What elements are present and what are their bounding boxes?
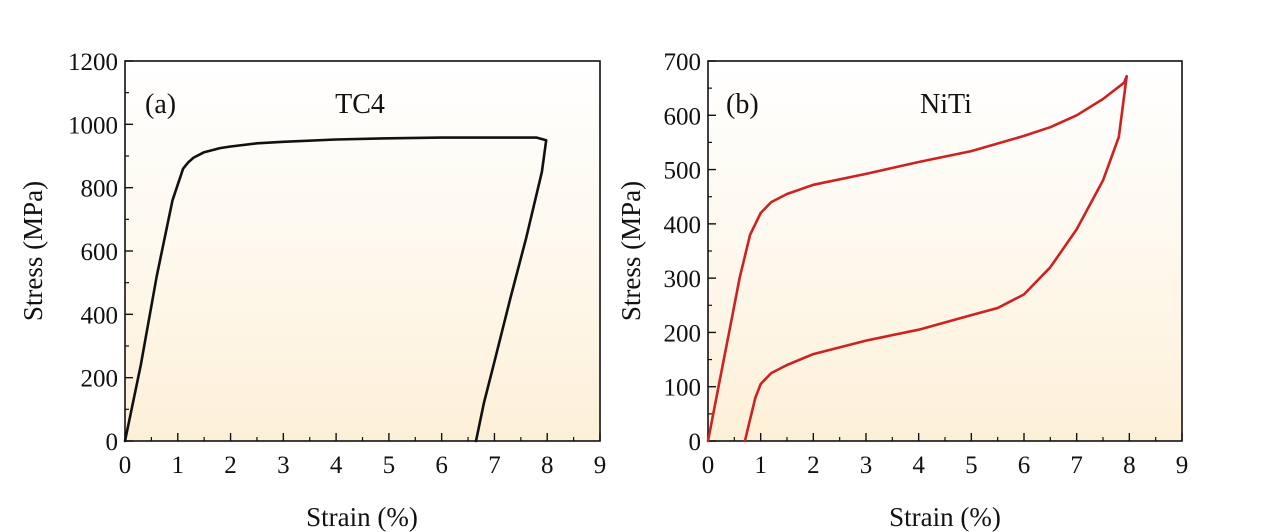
y-tick-label: 600 — [664, 103, 702, 130]
chart-title-b: NiTi — [920, 89, 972, 120]
y-tick-label: 200 — [81, 366, 119, 393]
series-group-a — [123, 136, 548, 443]
plot-area-a — [124, 60, 601, 442]
y-axis-b: 0 100 200 300 400 500 600 700 — [664, 49, 716, 456]
x-tick-label: 5 — [965, 452, 978, 479]
x-tick-label: 1 — [754, 452, 767, 479]
x-tick-label: 6 — [435, 452, 448, 479]
y-tick-label: 300 — [664, 266, 702, 293]
panel-label-a: (a) — [145, 89, 176, 120]
y-tick-label: 800 — [81, 176, 119, 203]
x-tick-label: 8 — [1123, 452, 1136, 479]
x-tick-label: 0 — [702, 452, 715, 479]
y-tick-label: 0 — [689, 429, 702, 456]
chart-panel-a: 0 200 400 600 800 1000 1200 0 1 2 3 4 5 6 7 8 9 (a) TC4… — [18, 49, 606, 532]
x-tick-label: 9 — [594, 452, 607, 479]
y-axis-title-b: Stress (MPa) — [616, 181, 646, 321]
y-axis-a: 0 200 400 600 800 1000 1200 — [68, 49, 133, 456]
y-tick-label: 100 — [664, 375, 702, 402]
y-axis-title-a: Stress (MPa) — [18, 181, 48, 321]
x-tick-label: 3 — [277, 452, 290, 479]
y-tick-label: 1200 — [68, 49, 118, 76]
x-tick-label: 2 — [807, 452, 820, 479]
x-axis-b: 0 1 2 3 4 5 6 7 8 9 — [702, 433, 1189, 479]
chart-panel-b: 0 100 200 300 400 500 600 700 0 1 2 3 4 5 6 7 8 9 (b) Ni… — [616, 49, 1188, 532]
x-tick-label: 7 — [488, 452, 501, 479]
x-tick-label: 3 — [860, 452, 873, 479]
x-tick-label: 8 — [541, 452, 554, 479]
x-tick-label: 9 — [1176, 452, 1189, 479]
x-tick-label: 6 — [1018, 452, 1031, 479]
x-axis-a: 0 1 2 3 4 5 6 7 8 9 — [119, 433, 607, 479]
x-axis-title-b: Strain (%) — [889, 502, 1001, 532]
series-group-b — [706, 74, 1128, 443]
y-tick-label: 700 — [664, 49, 702, 76]
y-tick-label: 500 — [664, 158, 702, 185]
panel-label-b: (b) — [726, 89, 759, 120]
y-tick-label: 0 — [106, 429, 119, 456]
y-tick-label: 400 — [664, 212, 702, 239]
x-axis-title-a: Strain (%) — [306, 502, 418, 532]
series-line — [706, 74, 1128, 443]
plot-area-b — [707, 60, 1183, 442]
x-tick-label: 4 — [330, 452, 343, 479]
x-tick-label: 4 — [912, 452, 925, 479]
y-tick-label: 400 — [81, 302, 119, 329]
x-tick-label: 0 — [119, 452, 132, 479]
x-tick-label: 7 — [1070, 452, 1083, 479]
y-tick-label: 1000 — [68, 112, 118, 139]
series-line — [123, 136, 548, 443]
chart-title-a: TC4 — [335, 89, 385, 120]
y-tick-label: 200 — [664, 320, 702, 347]
y-tick-label: 600 — [81, 239, 119, 266]
x-tick-label: 5 — [383, 452, 396, 479]
x-tick-label: 2 — [224, 452, 237, 479]
x-tick-label: 1 — [172, 452, 185, 479]
